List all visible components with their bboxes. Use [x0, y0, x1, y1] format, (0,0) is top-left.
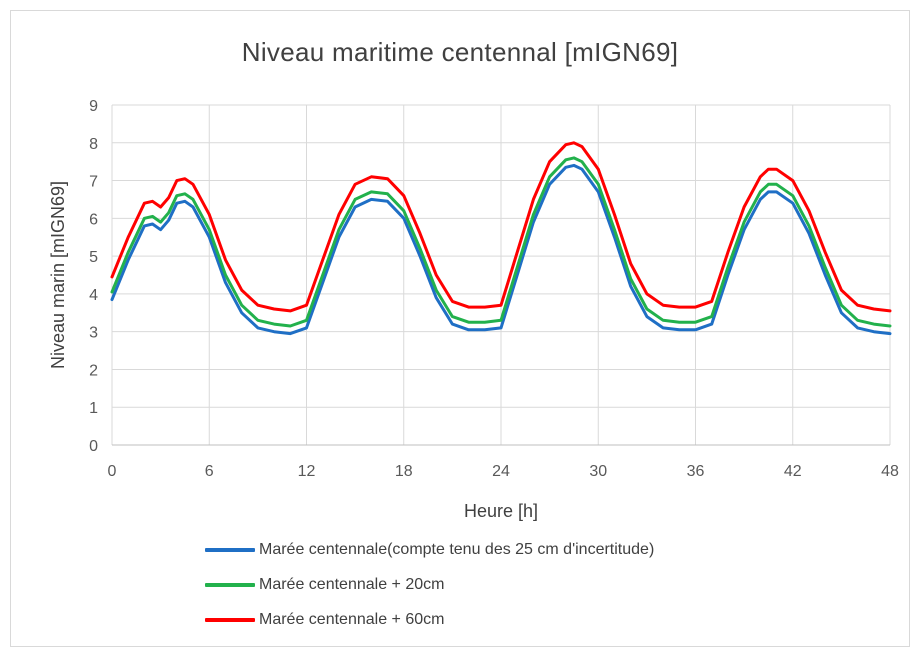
x-axis-label: Heure [h] — [464, 501, 538, 521]
x-tick-label: 18 — [395, 463, 413, 480]
y-tick-label: 1 — [89, 400, 98, 417]
x-tick-label: 30 — [589, 463, 607, 480]
legend: Marée centennale(compte tenu des 25 cm d… — [205, 532, 654, 637]
x-tick-label: 0 — [108, 463, 117, 480]
series-line-3 — [110, 141, 892, 313]
x-tick-label: 42 — [784, 463, 802, 480]
y-tick-label: 9 — [89, 98, 98, 115]
legend-label: Marée centennale + 60cm — [259, 610, 445, 628]
x-tick-label: 12 — [298, 463, 316, 480]
y-tick-label: 6 — [89, 211, 98, 228]
y-tick-label: 7 — [89, 174, 98, 191]
legend-swatch — [205, 547, 255, 552]
y-tick-label: 3 — [89, 325, 98, 342]
legend-label: Marée centennale + 20cm — [259, 575, 445, 593]
x-tick-labels: 0 6 12 18 24 30 36 42 48 — [108, 463, 899, 480]
y-tick-label: 5 — [89, 249, 98, 266]
legend-swatch — [205, 617, 255, 622]
chart-frame — [10, 10, 910, 647]
series-line-2 — [110, 156, 892, 328]
legend-swatch — [205, 582, 255, 587]
y-axis-label: Niveau marin [mIGN69] — [48, 181, 68, 369]
y-tick-label: 0 — [89, 438, 98, 455]
x-tick-label: 48 — [881, 463, 899, 480]
legend-item: Marée centennale + 60cm — [205, 602, 654, 637]
grid — [111, 104, 891, 446]
y-tick-label: 8 — [89, 136, 98, 153]
y-tick-label: 2 — [89, 362, 98, 379]
legend-item: Marée centennale + 20cm — [205, 567, 654, 602]
y-tick-labels: 0 1 2 3 4 5 6 7 8 9 — [89, 98, 98, 455]
legend-label: Marée centennale(compte tenu des 25 cm d… — [259, 540, 655, 558]
x-tick-label: 36 — [687, 463, 705, 480]
series-lines — [110, 141, 892, 336]
y-tick-label: 4 — [89, 287, 98, 304]
x-tick-label: 24 — [492, 463, 510, 480]
chart-title: Niveau maritime centennal [mIGN69] — [241, 37, 679, 67]
series-line-1 — [110, 163, 892, 336]
legend-item: Marée centennale(compte tenu des 25 cm d… — [205, 532, 654, 567]
x-tick-label: 6 — [205, 463, 214, 480]
